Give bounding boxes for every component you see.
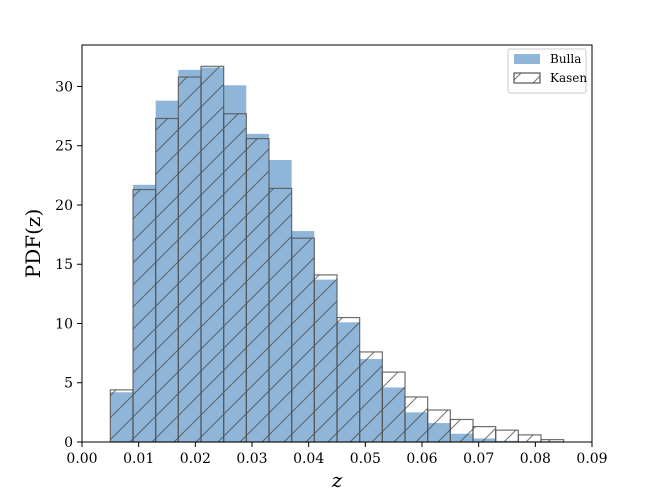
kasen-bar: [359, 351, 383, 443]
x-tick-label: 0.08: [520, 451, 551, 467]
kasen-bar: [381, 371, 406, 443]
plot-area-frame: [81, 44, 593, 443]
kasen-bar: [336, 316, 361, 443]
legend-label-kasen: Kasen: [550, 71, 587, 85]
y-tick-label: 5: [64, 376, 73, 392]
x-tick-label: 0.07: [463, 451, 494, 467]
kasen-bar: [132, 188, 157, 443]
y-tick-label: 30: [55, 79, 73, 95]
x-tick-label: 0.06: [406, 451, 437, 467]
kasen-bar: [223, 113, 247, 443]
y-axis-label: PDF(z): [21, 209, 45, 279]
kasen-bar: [155, 117, 179, 443]
x-tick-label: 0.09: [576, 451, 607, 467]
x-tick-label: 0.01: [123, 451, 154, 467]
x-tick-label: 0.02: [180, 451, 211, 467]
x-axis: 0.00 0.01 0.02 0.03 0.04 0.05 0.06 0.07 0.08 0.09: [66, 442, 608, 467]
kasen-bar: [245, 138, 270, 443]
legend-swatch-kasen: [513, 72, 541, 84]
y-tick-label: 20: [55, 198, 73, 214]
legend: Bulla Kasen: [507, 48, 587, 94]
x-tick-label: 0.04: [293, 451, 324, 467]
kasen-bar: [427, 409, 451, 443]
y-tick-label: 15: [55, 257, 73, 273]
kasen-bar: [495, 429, 519, 443]
x-tick-label: 0.00: [66, 451, 97, 467]
x-axis-label: z: [331, 468, 343, 492]
kasen-bar: [472, 425, 497, 443]
kasen-bars: [109, 65, 565, 443]
kasen-bar: [200, 65, 225, 443]
kasen-bar: [177, 76, 202, 443]
kasen-bar: [291, 237, 315, 443]
legend-label-bulla: Bulla: [550, 52, 581, 66]
y-tick-label: 10: [55, 316, 73, 332]
legend-swatch-bulla: [514, 54, 540, 64]
kasen-bar: [268, 187, 293, 443]
kasen-bar: [517, 434, 542, 443]
kasen-bar: [449, 418, 474, 443]
kasen-bar: [404, 396, 429, 443]
y-tick-label: 25: [55, 139, 73, 155]
kasen-bar: [313, 274, 338, 443]
x-tick-label: 0.05: [350, 451, 381, 467]
y-axis: 0 5 10 15 20 25 30: [55, 79, 82, 451]
x-tick-label: 0.03: [236, 451, 267, 467]
kasen-bar: [109, 389, 134, 443]
y-tick-label: 0: [64, 435, 73, 451]
